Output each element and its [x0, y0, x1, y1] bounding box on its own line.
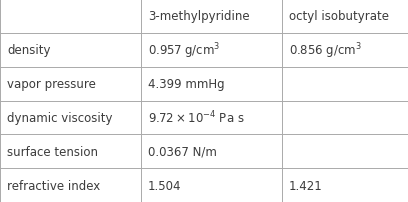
Text: 3-methylpyridine: 3-methylpyridine: [148, 10, 250, 23]
Text: 1.504: 1.504: [148, 179, 182, 192]
Text: surface tension: surface tension: [7, 145, 98, 158]
Text: dynamic viscosity: dynamic viscosity: [7, 111, 113, 124]
Text: 0.856 g/cm$^3$: 0.856 g/cm$^3$: [289, 41, 362, 60]
Text: 0.957 g/cm$^3$: 0.957 g/cm$^3$: [148, 41, 221, 60]
Text: vapor pressure: vapor pressure: [7, 78, 96, 91]
Text: refractive index: refractive index: [7, 179, 101, 192]
Text: density: density: [7, 44, 51, 57]
Text: 1.421: 1.421: [289, 179, 323, 192]
Text: octyl isobutyrate: octyl isobutyrate: [289, 10, 389, 23]
Text: $9.72\times10^{-4}$ Pa s: $9.72\times10^{-4}$ Pa s: [148, 109, 245, 126]
Text: 4.399 mmHg: 4.399 mmHg: [148, 78, 225, 91]
Text: 0.0367 N/m: 0.0367 N/m: [148, 145, 217, 158]
